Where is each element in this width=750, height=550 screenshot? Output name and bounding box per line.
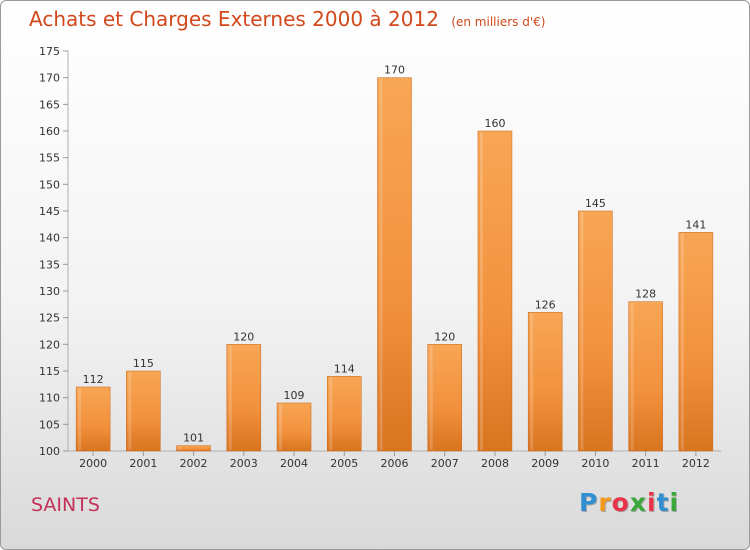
data-label: 141 (685, 218, 706, 231)
y-tick-label: 110 (39, 392, 60, 405)
data-label: 101 (183, 432, 204, 445)
data-label: 120 (434, 330, 455, 343)
x-tick-label: 2012 (682, 457, 710, 470)
y-tick-label: 160 (39, 125, 60, 138)
x-tick-label: 2009 (531, 457, 559, 470)
bar (628, 301, 663, 452)
x-tick-label: 2010 (581, 457, 609, 470)
proxiti-logo: Proxiti (579, 488, 679, 517)
logo-letter: P (579, 488, 599, 517)
chart-title: Achats et Charges Externes 2000 à 2012 (… (29, 7, 545, 31)
data-label: 109 (284, 389, 305, 402)
y-tick-label: 105 (39, 418, 60, 431)
y-tick-label: 145 (39, 205, 60, 218)
y-tick-label: 175 (39, 45, 60, 58)
y-tick-label: 170 (39, 72, 60, 85)
y-tick-label: 155 (39, 152, 60, 165)
bar-highlight (479, 132, 483, 450)
x-tick-label: 2003 (230, 457, 258, 470)
bar-highlight (78, 388, 82, 450)
bar (75, 386, 111, 452)
bar (226, 344, 262, 452)
data-label: 128 (635, 288, 656, 301)
data-label: 114 (334, 362, 355, 375)
bar-highlight (429, 345, 433, 450)
bar (678, 232, 714, 452)
logo-letter: i (647, 488, 657, 517)
x-tick-label: 2001 (129, 457, 157, 470)
bar-highlight (178, 446, 182, 450)
bar (427, 344, 462, 452)
logo-letter: t (656, 488, 670, 517)
y-tick-label: 100 (39, 445, 60, 458)
y-tick-label: 150 (39, 178, 60, 191)
x-tick-label: 2006 (381, 457, 409, 470)
y-tick-label: 135 (39, 258, 60, 271)
y-tick-label: 125 (39, 312, 60, 325)
title-text: Achats et Charges Externes 2000 à 2012 (29, 7, 439, 31)
x-tick-label: 2004 (280, 457, 308, 470)
y-tick-label: 165 (39, 98, 60, 111)
x-tick-label: 2008 (481, 457, 509, 470)
x-tick-label: 2002 (180, 457, 208, 470)
bar (477, 130, 513, 452)
chart-subtitle: (en milliers d'€) (451, 15, 546, 29)
x-tick-label: 2007 (431, 457, 459, 470)
bar-highlight (580, 212, 584, 450)
data-label: 126 (535, 298, 556, 311)
bar (578, 210, 613, 452)
y-tick-label: 140 (39, 232, 60, 245)
bar (176, 445, 211, 452)
city-name: SAINTS (31, 494, 100, 516)
data-label: 160 (484, 117, 505, 130)
data-label: 170 (384, 64, 405, 77)
x-tick-label: 2011 (632, 457, 660, 470)
data-label: 112 (83, 373, 104, 386)
bar-highlight (379, 78, 383, 451)
bar-highlight (279, 404, 283, 450)
bar (527, 312, 563, 452)
x-tick-label: 2005 (330, 457, 358, 470)
logo-letter: o (611, 488, 630, 517)
data-label: 120 (233, 330, 254, 343)
x-tick-label: 2000 (79, 457, 107, 470)
bar-highlight (530, 313, 534, 450)
bar (126, 370, 161, 452)
bar-highlight (128, 372, 132, 450)
bar (327, 376, 362, 452)
data-label: 115 (133, 357, 154, 370)
y-tick-label: 120 (39, 338, 60, 351)
bar-highlight (630, 302, 634, 450)
bar-highlight (228, 345, 232, 450)
data-label: 145 (585, 197, 606, 210)
y-tick-label: 115 (39, 365, 60, 378)
logo-letter: i (669, 488, 680, 517)
logo-letter: r (598, 488, 612, 517)
y-tick-label: 130 (39, 285, 60, 298)
bar-highlight (680, 233, 684, 450)
bar (276, 402, 312, 452)
bar (377, 77, 412, 452)
logo-letter: x (629, 488, 647, 517)
bar-highlight (329, 377, 333, 450)
